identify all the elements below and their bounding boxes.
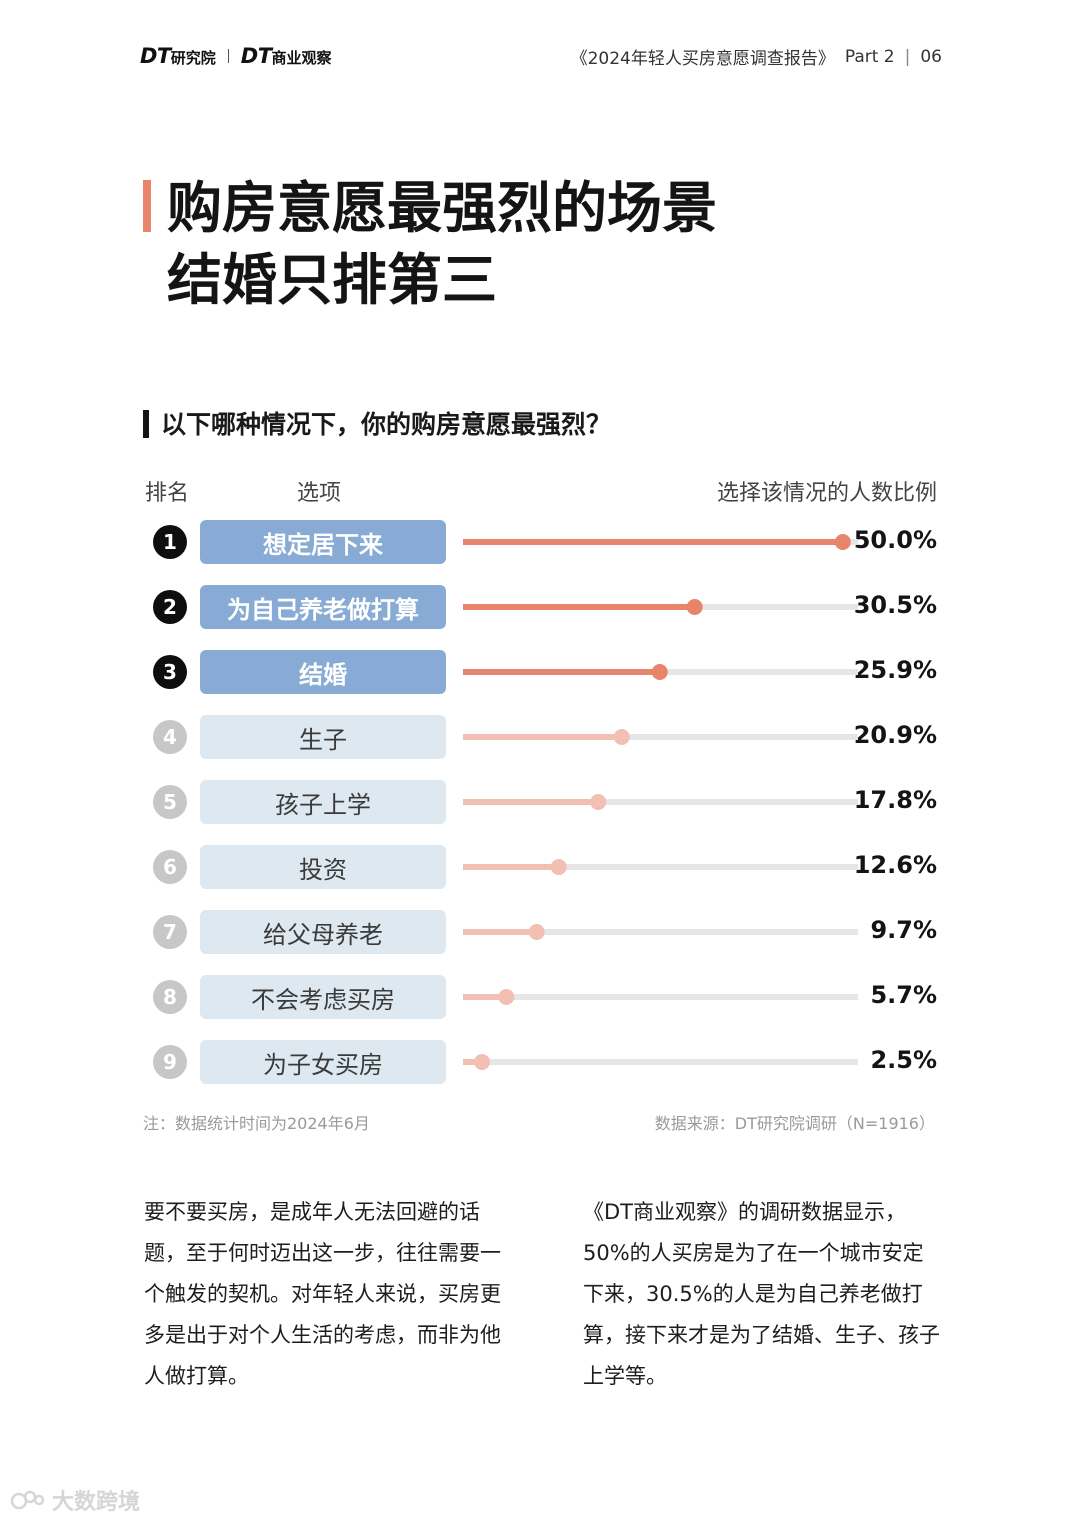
column-header-percentage: 选择该情况的人数比例 bbox=[716, 481, 937, 506]
bar bbox=[463, 799, 599, 805]
value-label: 5.7% bbox=[870, 981, 937, 1009]
bar bbox=[463, 604, 695, 610]
chart-row: 2 为自己养老做打算 30.5% bbox=[0, 585, 1080, 629]
report-title: 《2024年轻人买房意愿调查报告》 bbox=[570, 49, 835, 69]
rank-badge: 5 bbox=[153, 785, 187, 819]
bar-track bbox=[463, 929, 858, 935]
bar bbox=[463, 539, 843, 545]
footnote-source: 数据来源：DT研究院调研（N=1916） bbox=[654, 1114, 935, 1133]
bar-end-marker bbox=[498, 989, 515, 1005]
rank-badge: 3 bbox=[153, 655, 187, 689]
bar-end-marker bbox=[590, 794, 607, 810]
rank-badge: 2 bbox=[153, 590, 187, 624]
bar bbox=[463, 669, 660, 675]
value-label: 25.9% bbox=[853, 656, 937, 684]
rank-badge: 6 bbox=[153, 850, 187, 884]
footnote-date: 注：数据统计时间为2024年6月 bbox=[143, 1114, 370, 1133]
chart-title: 以下哪种情况下，你的购房意愿最强烈？ bbox=[161, 410, 612, 439]
body-paragraph-left: 要不要买房，是成年人无法回避的话题，至于何时迈出这一步，往往需要一个触发的契机。… bbox=[144, 1200, 501, 1388]
bar-end-marker bbox=[834, 534, 851, 550]
option-label: 结婚 bbox=[200, 650, 446, 694]
bar-end-marker bbox=[473, 1054, 490, 1070]
brand-logos: DT研究院 DT商业观察 bbox=[140, 42, 332, 70]
report-header: 《2024年轻人买房意愿调查报告》 Part 2 | 06 bbox=[570, 44, 942, 70]
option-label: 为子女买房 bbox=[200, 1040, 446, 1084]
value-label: 12.6% bbox=[853, 851, 937, 879]
value-label: 50.0% bbox=[853, 526, 937, 554]
bar bbox=[463, 994, 507, 1000]
bar-end-marker bbox=[613, 729, 630, 745]
chart-row: 9 为子女买房 2.5% bbox=[0, 1040, 1080, 1084]
watermark-logo-icon bbox=[10, 1490, 45, 1510]
watermark: 大数跨境 bbox=[10, 1484, 140, 1516]
page-title-line1: 购房意愿最强烈的场景 bbox=[167, 176, 718, 240]
rank-badge: 9 bbox=[153, 1045, 187, 1079]
option-label: 生子 bbox=[200, 715, 446, 759]
logo-divider bbox=[227, 49, 229, 63]
value-label: 20.9% bbox=[853, 721, 937, 749]
bar bbox=[463, 734, 622, 740]
value-label: 17.8% bbox=[853, 786, 937, 814]
rank-badge: 7 bbox=[153, 915, 187, 949]
option-label: 孩子上学 bbox=[200, 780, 446, 824]
option-label: 给父母养老 bbox=[200, 910, 446, 954]
value-label: 2.5% bbox=[870, 1046, 937, 1074]
chart-row: 4 生子 20.9% bbox=[0, 715, 1080, 759]
bar-track bbox=[463, 799, 858, 805]
bar-track bbox=[463, 994, 858, 1000]
rank-badge: 4 bbox=[153, 720, 187, 754]
bar bbox=[463, 1059, 482, 1065]
value-label: 30.5% bbox=[853, 591, 937, 619]
rank-badge: 8 bbox=[153, 980, 187, 1014]
bar bbox=[463, 929, 537, 935]
watermark-text: 大数跨境 bbox=[52, 1490, 141, 1515]
chart-row: 6 投资 12.6% bbox=[0, 845, 1080, 889]
option-label: 想定居下来 bbox=[200, 520, 446, 564]
title-accent-bar bbox=[143, 180, 151, 232]
bar bbox=[463, 864, 559, 870]
dt-business-logo: DT商业观察 bbox=[240, 44, 332, 68]
option-label: 为自己养老做打算 bbox=[200, 585, 446, 629]
header-separator: | bbox=[904, 46, 911, 67]
rank-badge: 1 bbox=[153, 525, 187, 559]
option-label: 不会考虑买房 bbox=[200, 975, 446, 1019]
value-label: 9.7% bbox=[870, 916, 937, 944]
bar-end-marker bbox=[528, 924, 545, 940]
chart-row: 7 给父母养老 9.7% bbox=[0, 910, 1080, 954]
chart-row: 3 结婚 25.9% bbox=[0, 650, 1080, 694]
bar-end-marker bbox=[651, 664, 668, 680]
dt-research-logo: DT研究院 bbox=[140, 44, 216, 68]
column-header-rank: 排名 bbox=[145, 481, 190, 506]
column-header-option: 选项 bbox=[297, 481, 342, 506]
report-part: Part 2 bbox=[844, 46, 895, 67]
bar-track bbox=[463, 734, 858, 740]
bar-end-marker bbox=[550, 859, 567, 875]
bar-end-marker bbox=[686, 599, 703, 615]
option-label: 投资 bbox=[200, 845, 446, 889]
body-paragraph-right: 《DT商业观察》的调研数据显示，50%的人买房是为了在一个城市安定下来，30.5… bbox=[583, 1200, 940, 1388]
chart-row: 5 孩子上学 17.8% bbox=[0, 780, 1080, 824]
page-title-line2: 结婚只排第三 bbox=[167, 248, 498, 312]
bar-track bbox=[463, 1059, 858, 1065]
page-title: 购房意愿最强烈的场景 结婚只排第三 bbox=[167, 172, 717, 316]
bar-track bbox=[463, 864, 858, 870]
page-number: 06 bbox=[920, 46, 942, 67]
chart-row: 8 不会考虑买房 5.7% bbox=[0, 975, 1080, 1019]
chart-row: 1 想定居下来 50.0% bbox=[0, 520, 1080, 564]
question-accent-bar bbox=[143, 410, 149, 438]
